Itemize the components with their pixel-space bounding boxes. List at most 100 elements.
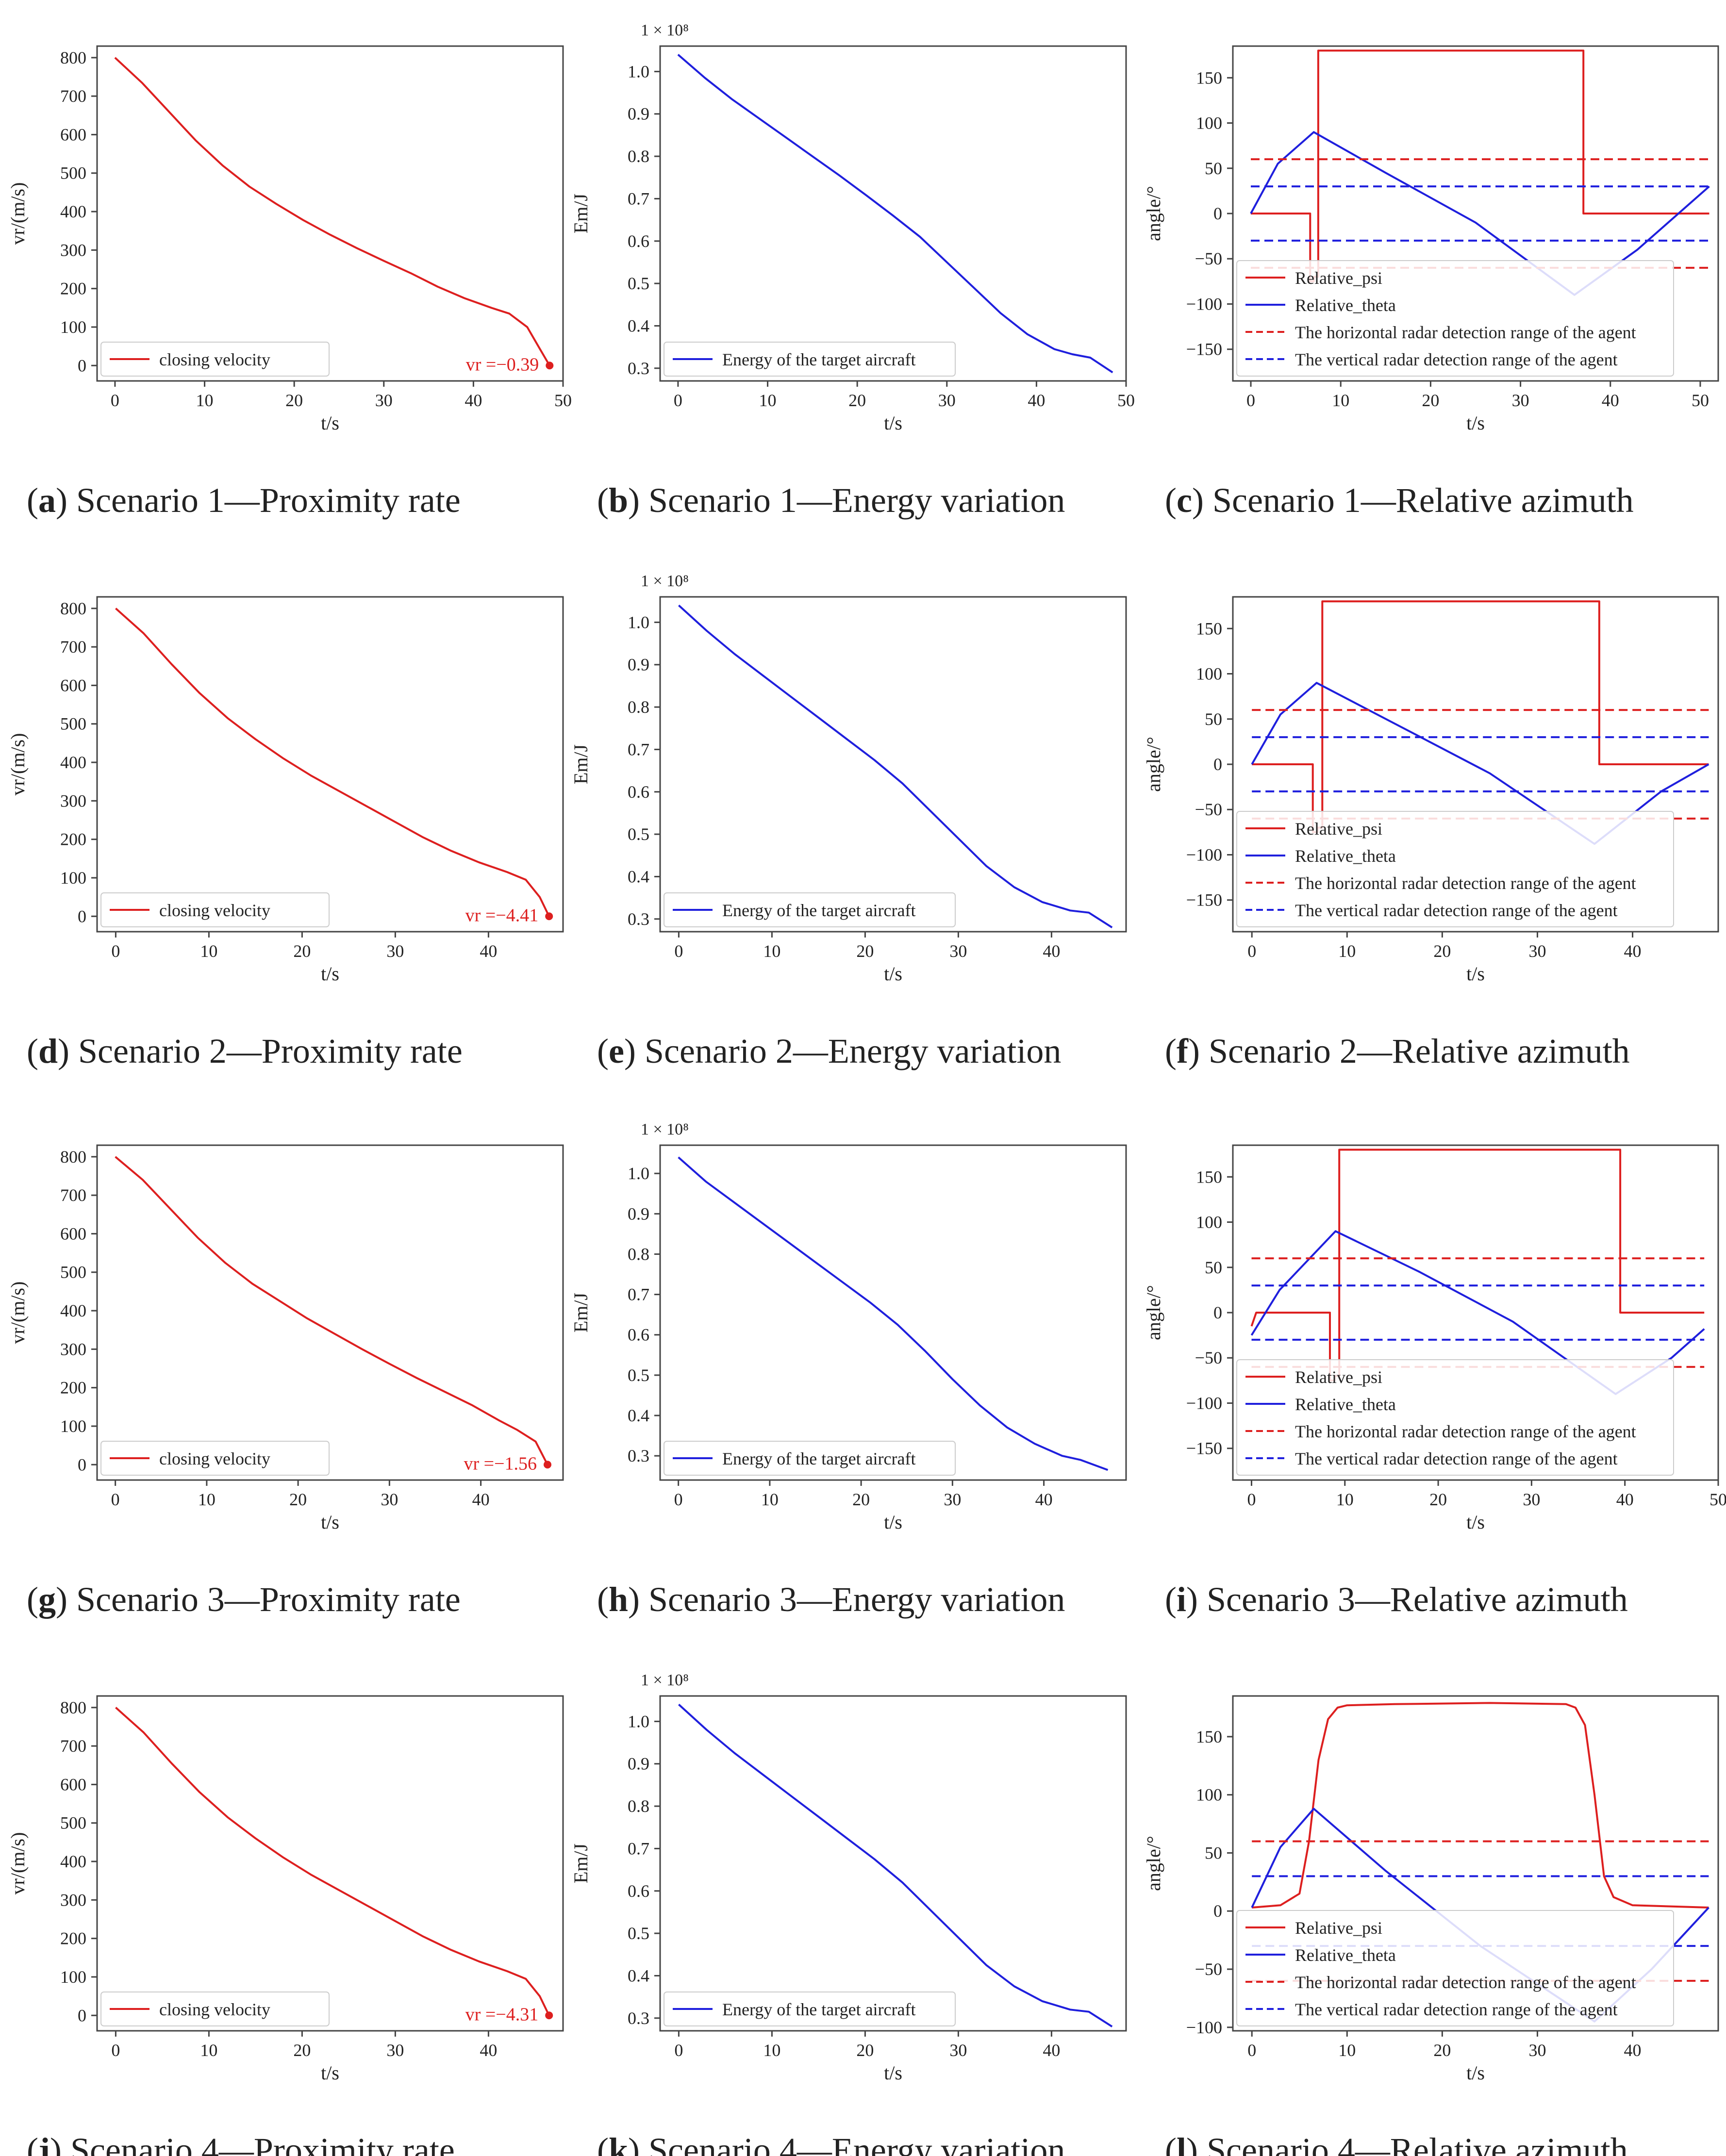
y-tick-label: 0 xyxy=(1213,755,1222,774)
x-tick-label: 30 xyxy=(1528,941,1546,961)
x-tick-label: 10 xyxy=(1332,391,1349,410)
caption-paren: ) xyxy=(628,1580,648,1619)
y-tick-label: 300 xyxy=(60,1890,86,1909)
y-tick-label: 100 xyxy=(1196,1213,1222,1232)
caption-text: Scenario 3—Proximity rate xyxy=(76,1580,461,1619)
y-multiplier: 1 × 10⁸ xyxy=(641,21,689,39)
caption-paren: ( xyxy=(1165,481,1177,520)
x-tick-label: 20 xyxy=(285,391,303,410)
x-axis-label: t/s xyxy=(884,963,902,985)
caption-text: Scenario 3—Relative azimuth xyxy=(1207,1580,1628,1619)
y-tick-label: 700 xyxy=(60,1185,86,1205)
y-tick-label: 0.4 xyxy=(628,867,649,886)
legend: Energy of the target aircraft xyxy=(664,1991,956,2026)
caption-letter: c xyxy=(1177,481,1192,520)
y-tick-label: 600 xyxy=(60,1224,86,1243)
caption-paren: ( xyxy=(1165,1032,1177,1070)
panel-l: 0 10 20 30 40 −100 −50 0 50 100 150 t/s angle/° Relat… xyxy=(1143,1695,1719,2156)
x-tick-label: 20 xyxy=(293,941,311,961)
panel-caption: (f) Scenario 2—Relative azimuth xyxy=(1165,1032,1630,1070)
caption-paren: ( xyxy=(1165,1580,1177,1619)
y-tick-label: 400 xyxy=(60,202,86,221)
x-tick-label: 20 xyxy=(1422,391,1439,410)
legend: closing velocity xyxy=(100,342,330,377)
legend-label: closing velocity xyxy=(159,350,270,369)
legend-label: closing velocity xyxy=(159,901,270,920)
y-tick-label: 0.6 xyxy=(628,1325,649,1345)
y-tick-label: 400 xyxy=(60,1301,86,1320)
y-axis-label: angle/° xyxy=(1143,1285,1164,1340)
caption-paren: ) xyxy=(628,2131,648,2156)
legend: Energy of the target aircraft xyxy=(664,1441,956,1476)
panel-e: 0 10 20 30 40 0.3 0.4 0.5 0.6 0.7 0.8 0.9 1.0 t/s Em/J… xyxy=(570,572,1127,1070)
caption-text: Scenario 1—Energy variation xyxy=(648,481,1065,520)
legend-box xyxy=(100,892,330,927)
legend: Relative_psi Relative_theta The horizontal… xyxy=(1236,260,1674,377)
y-multiplier: 1 × 10⁸ xyxy=(641,572,689,590)
series-line xyxy=(1250,1149,1705,1382)
caption-paren: ( xyxy=(27,1580,38,1619)
legend-label: Energy of the target aircraft xyxy=(722,2000,915,2019)
panel-d: 0 10 20 30 400100200300400500600700800t/svr/… xyxy=(7,596,564,1070)
legend-label: The vertical radar detection range of th… xyxy=(1295,350,1618,369)
x-tick-label: 30 xyxy=(1512,391,1529,410)
x-tick-label: 50 xyxy=(1709,1490,1726,1509)
endpoint-marker xyxy=(545,2011,553,2020)
endpoint-marker xyxy=(544,1461,551,1469)
y-axis-label: Em/J xyxy=(570,1293,592,1333)
x-tick-label: 40 xyxy=(1035,1490,1053,1509)
endpoint-marker xyxy=(546,362,554,370)
panel-h: 0 10 20 30 40 0.3 0.4 0.5 0.6 0.7 0.8 0.9 1.0 t/s Em/J… xyxy=(570,1120,1127,1619)
y-tick-label: 600 xyxy=(60,1775,86,1794)
y-tick-label: 700 xyxy=(60,637,86,657)
y-tick-label: 200 xyxy=(60,1378,86,1398)
y-tick-label: 400 xyxy=(60,1852,86,1871)
y-tick-label: 400 xyxy=(60,753,86,772)
y-axis-label: vr/(m/s) xyxy=(7,1282,29,1344)
x-tick-label: 10 xyxy=(1338,2041,1356,2060)
plot-frame xyxy=(96,1695,564,2032)
x-tick-label: 50 xyxy=(1692,391,1709,410)
y-tick-label: −100 xyxy=(1186,294,1222,313)
y-tick-label: 0.8 xyxy=(628,1796,649,1816)
y-tick-label: 0.9 xyxy=(628,1204,649,1223)
x-tick-label: 20 xyxy=(1433,2041,1451,2060)
caption-letter: e xyxy=(609,1032,624,1070)
endpoint-marker xyxy=(545,912,553,921)
series-line xyxy=(678,1704,1113,2027)
y-tick-label: 100 xyxy=(60,317,86,337)
legend-box xyxy=(1236,811,1674,927)
y-multiplier: 1 × 10⁸ xyxy=(641,1120,689,1138)
panel-caption: (b) Scenario 1—Energy variation xyxy=(597,481,1065,520)
legend-label: The horizontal radar detection range of … xyxy=(1295,1422,1636,1441)
x-tick-label: 0 xyxy=(674,391,682,410)
panel-b: 0 10 20 30 40 50 0.3 0.4 0.5 0.6 0.7 0.8 0.9 1.0 t/s Em… xyxy=(570,21,1135,520)
y-tick-label: 0.5 xyxy=(628,1366,649,1385)
legend-label: Energy of the target aircraft xyxy=(722,350,915,369)
y-tick-label: 150 xyxy=(1196,1167,1222,1186)
x-tick-label: 10 xyxy=(763,2041,780,2060)
caption-text: Scenario 4—Energy variation xyxy=(648,2131,1065,2156)
y-tick-label: 50 xyxy=(1205,1843,1222,1862)
y-tick-label: 100 xyxy=(60,1967,86,1987)
legend-label: Energy of the target aircraft xyxy=(722,1449,915,1468)
x-tick-label: 40 xyxy=(1028,391,1045,410)
legend: Energy of the target aircraft xyxy=(664,342,956,377)
caption-paren: ( xyxy=(1165,2131,1177,2156)
y-axis-label: vr/(m/s) xyxy=(7,733,29,796)
caption-paren: ( xyxy=(27,1032,38,1070)
legend-box xyxy=(664,1991,956,2026)
x-axis-label: t/s xyxy=(321,2062,339,2084)
panel-caption: (d) Scenario 2—Proximity rate xyxy=(27,1032,463,1070)
legend-label: Relative_theta xyxy=(1295,1395,1396,1414)
y-tick-label: 600 xyxy=(60,125,86,144)
y-tick-label: 150 xyxy=(1196,1727,1222,1746)
legend-label: Relative_psi xyxy=(1295,1367,1382,1387)
panel-caption: (k) Scenario 4—Energy variation xyxy=(597,2131,1065,2156)
y-tick-label: 0 xyxy=(78,906,86,926)
y-axis-label: Em/J xyxy=(570,194,592,233)
y-tick-label: 0.7 xyxy=(628,1285,649,1304)
caption-paren: ) xyxy=(58,1032,78,1070)
x-tick-label: 40 xyxy=(1602,391,1619,410)
